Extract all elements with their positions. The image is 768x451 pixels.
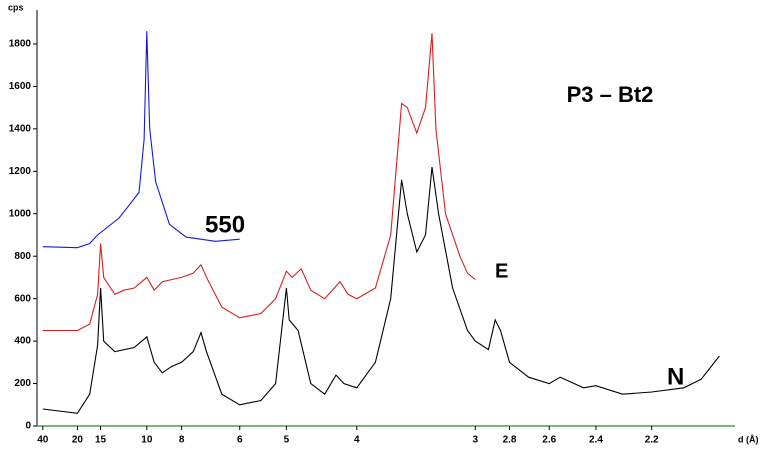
y-tick-label: 0 [25, 421, 31, 432]
y-tick-label: 1000 [9, 208, 32, 219]
chart-title: P3 – Bt2 [567, 82, 654, 107]
y-tick-label: 1600 [9, 81, 32, 92]
x-tick-label: 15 [95, 435, 107, 446]
y-tick-label: 1800 [9, 39, 32, 50]
x-tick-label: 8 [179, 435, 185, 446]
series-label: E [495, 260, 508, 282]
y-tick-label: 400 [14, 336, 31, 347]
x-tick-label: 2.6 [542, 435, 556, 446]
x-tick-label: 20 [72, 435, 84, 446]
x-tick-label: 2.8 [503, 435, 517, 446]
y-tick-label: 200 [14, 378, 31, 389]
series-line [42, 167, 720, 414]
y-tick-label: 800 [14, 251, 31, 262]
x-tick-label: 40 [37, 435, 49, 446]
x-tick-label: 4 [354, 435, 360, 446]
series-line [42, 31, 240, 249]
series-line [42, 33, 476, 332]
x-tick-label: 2.2 [645, 435, 659, 446]
x-tick-label: 3 [473, 435, 479, 446]
y-axis-label: cps [8, 2, 24, 12]
x-tick-label: 2.4 [589, 435, 603, 446]
series-label: N [667, 363, 684, 390]
y-tick-label: 1200 [9, 166, 32, 177]
x-tick-label: 5 [284, 435, 290, 446]
x-tick-label: 10 [141, 435, 153, 446]
x-tick-label: 6 [237, 435, 243, 446]
y-tick-label: 1400 [9, 123, 32, 134]
series-label: 550 [205, 211, 245, 238]
y-tick-label: 600 [14, 293, 31, 304]
x-axis-label: d (Å) [738, 434, 759, 444]
